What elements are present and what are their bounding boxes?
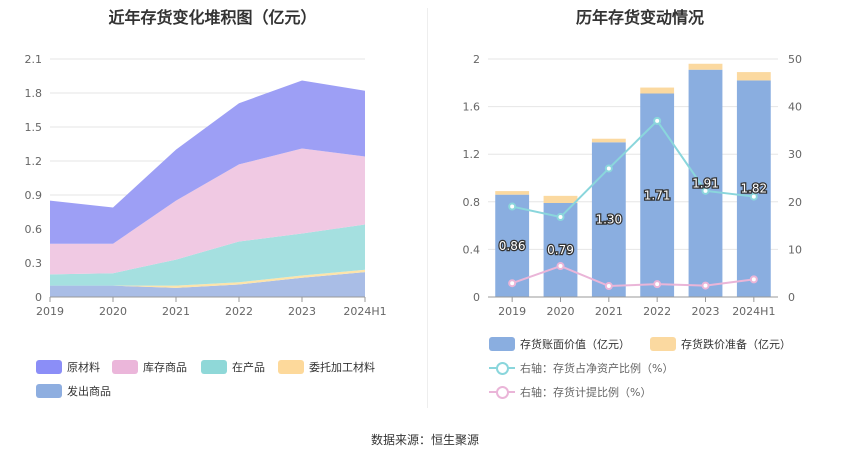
left-x-tick-label: 2019 — [36, 305, 64, 318]
left-legend-item[interactable]: 原材料 — [36, 359, 100, 375]
bar-impairment — [688, 63, 723, 70]
right-y-tick-label: 2 — [473, 53, 480, 66]
right-y-tick-label: 0.4 — [463, 243, 481, 256]
left-legend-swatch — [36, 360, 62, 374]
bar-data-label: 0.86 — [499, 239, 526, 253]
left-chart-title: 近年存货变化堆积图（亿元） — [108, 8, 317, 27]
right-legend-swatch — [489, 361, 515, 375]
right-y2-tick-label: 50 — [788, 53, 802, 66]
area-series-1 — [50, 269, 365, 288]
left-y-tick-label: 0 — [35, 291, 42, 304]
left-y-tick-label: 0.6 — [25, 223, 43, 236]
right-legend-label: 存货跌价准备（亿元） — [681, 338, 791, 351]
right-legend-swatch — [489, 385, 515, 399]
bar-book-value — [736, 80, 771, 297]
bar-book-value — [688, 69, 723, 298]
bar-impairment — [640, 87, 675, 94]
left-legend-label: 在产品 — [232, 361, 265, 374]
left-legend-swatch — [112, 360, 138, 374]
right-y-tick-label: 1.6 — [463, 101, 481, 114]
right-legend-swatch — [650, 337, 676, 351]
line-point — [508, 202, 517, 211]
right-legend-item[interactable]: 右轴：存货占净资产比例（%） — [489, 360, 673, 376]
bar-impairment — [495, 191, 530, 195]
left-legend-item[interactable]: 发出商品 — [36, 383, 111, 399]
right-legend-item[interactable]: 存货账面价值（亿元） — [489, 336, 630, 352]
right-y2-tick-label: 0 — [788, 291, 795, 304]
bar-data-label: 1.82 — [740, 182, 767, 196]
left-x-tick-label: 2024H1 — [343, 305, 386, 318]
right-legend-item[interactable]: 右轴：存货计提比例（%） — [489, 384, 651, 400]
right-legend-label: 右轴：存货计提比例（%） — [520, 386, 652, 399]
line-point — [556, 213, 565, 222]
right-y2-tick-label: 30 — [788, 148, 802, 161]
right-x-tick-label: 2022 — [643, 305, 671, 318]
left-x-tick-label: 2020 — [99, 305, 127, 318]
left-legend-label: 库存商品 — [143, 361, 187, 374]
line-point — [653, 280, 662, 289]
right-y2-tick-label: 20 — [788, 196, 802, 209]
left-y-tick-label: 1.2 — [25, 155, 43, 168]
bar-book-value — [640, 93, 675, 297]
left-legend-label: 发出商品 — [67, 385, 111, 398]
right-y2-tick-label: 40 — [788, 101, 802, 114]
right-chart-title: 历年存货变动情况 — [575, 8, 704, 27]
line-point — [508, 279, 517, 288]
right-legend-item[interactable]: 存货跌价准备（亿元） — [650, 336, 791, 352]
panel-divider — [427, 8, 428, 408]
left-y-tick-label: 0.9 — [25, 189, 43, 202]
bar-impairment — [543, 195, 578, 203]
right-legend-label: 右轴：存货占净资产比例（%） — [520, 362, 674, 375]
right-x-tick-label: 2021 — [595, 305, 623, 318]
line-point — [749, 192, 758, 201]
data-source: 数据来源：恒生聚源 — [370, 433, 479, 447]
right-y-tick-label: 0 — [473, 291, 480, 304]
left-legend-item[interactable]: 委托加工材料 — [278, 359, 375, 375]
line-point — [604, 282, 613, 291]
line-point — [556, 262, 565, 271]
left-legend-item[interactable]: 库存商品 — [112, 359, 187, 375]
left-legend-swatch — [278, 360, 304, 374]
right-x-tick-label: 2019 — [498, 305, 526, 318]
line-point — [701, 186, 710, 195]
left-legend-swatch — [201, 360, 227, 374]
bar-impairment — [736, 72, 771, 81]
right-legend-label: 存货账面价值（亿元） — [520, 338, 630, 351]
area-series-3 — [50, 148, 365, 275]
line-point — [701, 281, 710, 290]
right-x-tick-label: 2020 — [547, 305, 575, 318]
bar-impairment — [591, 138, 626, 143]
left-y-tick-label: 1.5 — [25, 121, 43, 134]
bar-data-label: 1.71 — [644, 188, 671, 202]
left-legend-label: 委托加工材料 — [309, 361, 375, 374]
left-legend-item[interactable]: 在产品 — [201, 359, 265, 375]
line-point — [653, 116, 662, 125]
line-point — [749, 275, 758, 284]
bar-data-label: 1.30 — [595, 213, 622, 227]
left-legend-swatch — [36, 384, 62, 398]
left-x-tick-label: 2023 — [288, 305, 316, 318]
right-y2-tick-label: 10 — [788, 243, 802, 256]
left-x-tick-label: 2022 — [225, 305, 253, 318]
area-series-2 — [50, 224, 365, 286]
right-y-tick-label: 0.8 — [463, 196, 481, 209]
left-y-tick-label: 2.1 — [25, 53, 43, 66]
line-point — [604, 164, 613, 173]
left-legend-label: 原材料 — [67, 361, 100, 374]
bar-data-label: 0.79 — [547, 243, 574, 257]
left-y-tick-label: 0.3 — [25, 257, 43, 270]
line-series-2 — [511, 119, 754, 219]
left-x-tick-label: 2021 — [162, 305, 190, 318]
line-series-3 — [511, 264, 754, 288]
right-legend-swatch — [489, 337, 515, 351]
right-y-tick-label: 1.2 — [463, 148, 481, 161]
left-y-tick-label: 1.8 — [25, 87, 43, 100]
bar-data-label: 1.91 — [692, 176, 719, 190]
right-x-tick-label: 2023 — [692, 305, 720, 318]
right-x-tick-label: 2024H1 — [732, 305, 775, 318]
area-series-0 — [50, 272, 365, 297]
area-series-4 — [50, 80, 365, 244]
